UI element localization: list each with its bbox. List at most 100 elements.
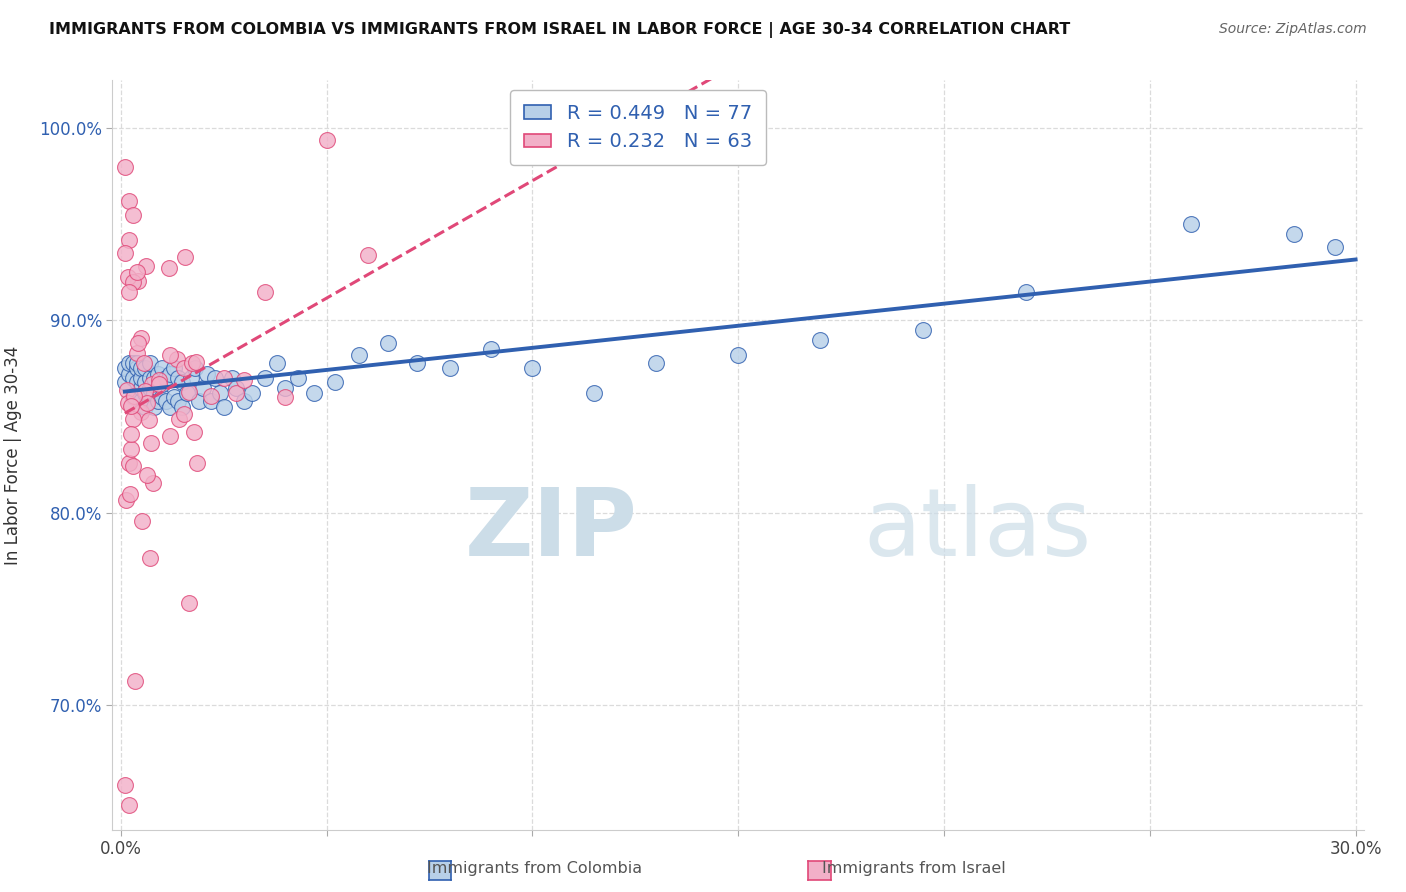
Point xyxy=(180,371,202,385)
Point xyxy=(132,356,155,370)
Point xyxy=(142,386,165,401)
Point xyxy=(150,390,173,404)
Point xyxy=(131,514,153,528)
Point xyxy=(233,373,256,387)
Point xyxy=(181,356,204,370)
Point xyxy=(253,371,276,385)
Point xyxy=(479,343,502,357)
Point xyxy=(200,389,222,403)
Point xyxy=(274,390,297,404)
Point xyxy=(184,355,207,369)
Point xyxy=(644,356,666,370)
Point xyxy=(1282,227,1305,241)
Point xyxy=(173,407,195,421)
Point xyxy=(200,394,222,409)
Point xyxy=(157,261,180,276)
Point xyxy=(155,371,177,385)
Point xyxy=(146,381,169,395)
Point xyxy=(167,371,190,385)
Point xyxy=(129,394,152,409)
Point xyxy=(129,381,152,395)
Point xyxy=(150,376,173,391)
Point xyxy=(1015,285,1038,299)
Point xyxy=(134,361,156,376)
Point xyxy=(172,375,194,389)
Point xyxy=(242,386,264,401)
Point xyxy=(122,356,145,370)
Point xyxy=(138,413,160,427)
Point xyxy=(135,259,157,273)
Point xyxy=(177,385,200,400)
Point xyxy=(129,371,152,385)
Point xyxy=(142,400,165,414)
Point xyxy=(287,371,309,385)
Point xyxy=(141,376,163,391)
Text: atlas: atlas xyxy=(863,483,1091,576)
Point xyxy=(121,426,143,441)
Point xyxy=(233,394,256,409)
Point xyxy=(225,386,247,401)
Text: Immigrants from Israel: Immigrants from Israel xyxy=(823,861,1005,876)
Point xyxy=(146,394,169,409)
Point xyxy=(173,250,195,264)
Point xyxy=(186,456,208,470)
Point xyxy=(138,394,160,409)
Point xyxy=(167,394,190,409)
Point xyxy=(114,375,136,389)
Point xyxy=(127,275,149,289)
Point xyxy=(150,361,173,376)
Point xyxy=(810,333,832,347)
Point xyxy=(122,371,145,385)
Point xyxy=(127,386,149,401)
Point xyxy=(118,797,141,812)
Point xyxy=(253,285,276,300)
Y-axis label: In Labor Force | Age 30-34: In Labor Force | Age 30-34 xyxy=(4,345,22,565)
Point xyxy=(177,596,200,610)
Point xyxy=(1180,218,1202,232)
Point xyxy=(212,371,235,385)
Point xyxy=(184,361,207,376)
Point xyxy=(142,371,165,385)
Point xyxy=(323,375,346,389)
Point xyxy=(129,405,152,419)
Point xyxy=(138,381,160,395)
Point xyxy=(114,246,136,260)
Point xyxy=(134,386,156,401)
Point xyxy=(134,375,156,389)
Point xyxy=(118,456,141,470)
Point xyxy=(225,381,247,395)
Point xyxy=(159,429,181,443)
Point xyxy=(208,386,231,401)
Point xyxy=(122,390,145,404)
Point xyxy=(118,368,141,382)
Point xyxy=(136,396,159,410)
Point xyxy=(166,352,188,367)
Point xyxy=(118,194,141,209)
Point xyxy=(122,459,145,474)
Point xyxy=(183,425,205,440)
Point xyxy=(117,395,139,409)
Point xyxy=(122,275,145,289)
Point xyxy=(173,361,195,376)
Point xyxy=(127,361,149,376)
Point xyxy=(266,356,288,370)
Point xyxy=(583,386,606,401)
Point xyxy=(118,487,141,501)
Point xyxy=(114,778,136,792)
Point xyxy=(138,371,160,385)
Text: Immigrants from Colombia: Immigrants from Colombia xyxy=(426,861,643,876)
Point xyxy=(129,361,152,376)
Point xyxy=(204,371,226,385)
Point xyxy=(120,399,142,413)
Text: ZIP: ZIP xyxy=(465,483,638,576)
Legend: R = 0.449   N = 77, R = 0.232   N = 63: R = 0.449 N = 77, R = 0.232 N = 63 xyxy=(510,90,766,165)
Point xyxy=(127,375,149,389)
Point xyxy=(159,348,181,362)
Point xyxy=(315,133,337,147)
Point xyxy=(221,371,243,385)
Point xyxy=(163,361,186,376)
Point xyxy=(134,384,156,398)
Point xyxy=(148,373,170,387)
Point xyxy=(117,269,139,284)
Point xyxy=(148,377,170,392)
